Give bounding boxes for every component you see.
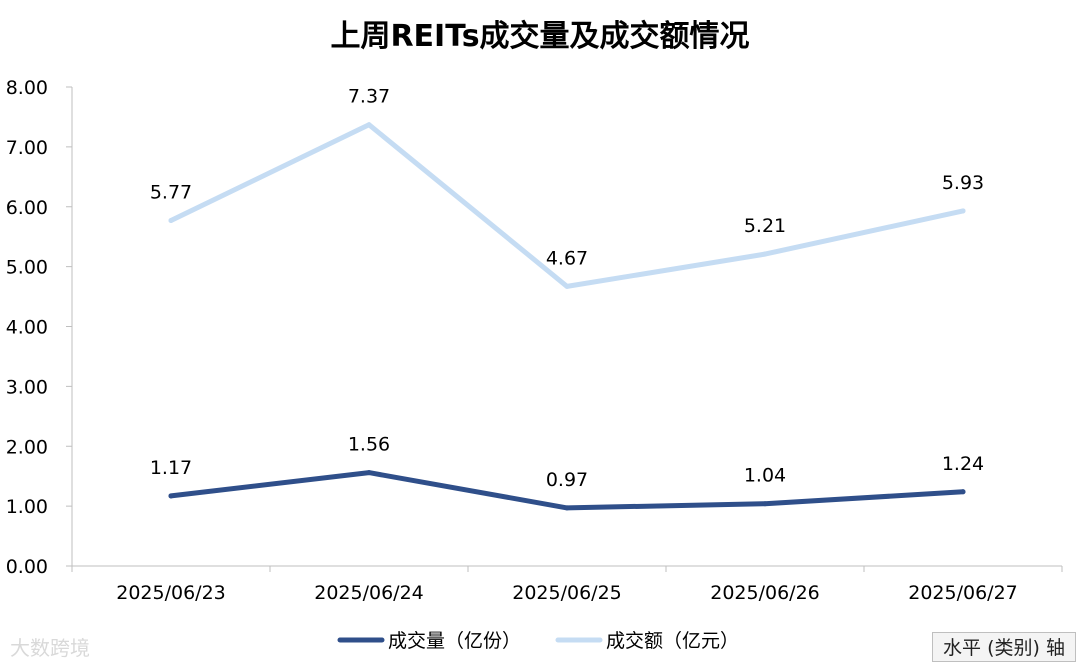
x-tick-label: 2025/06/26	[710, 582, 820, 604]
y-tick-label: 8.00	[6, 77, 48, 99]
data-point	[762, 251, 768, 257]
data-label: 4.67	[546, 247, 588, 269]
data-point	[762, 501, 768, 507]
data-label: 1.24	[942, 453, 984, 475]
data-label: 5.93	[942, 172, 984, 194]
legend-label: 成交额（亿元）	[606, 630, 739, 652]
data-label: 5.77	[150, 182, 192, 204]
data-label: 1.56	[348, 434, 390, 456]
data-label: 5.21	[744, 215, 786, 237]
data-label: 1.04	[744, 465, 786, 487]
y-axis: 0.00 1.00 2.00 3.00 4.00 5.00 6.00 7.00 8.00	[6, 77, 73, 578]
horizontal-axis-tag[interactable]: 水平 (类别) 轴	[932, 632, 1076, 662]
watermark-text: 大数跨境	[10, 636, 90, 660]
data-label: 7.37	[348, 86, 390, 108]
data-point	[168, 218, 174, 224]
y-tick-label: 5.00	[6, 257, 48, 279]
x-tick-label: 2025/06/25	[512, 582, 622, 604]
data-label: 1.17	[150, 457, 192, 479]
y-tick-label: 4.00	[6, 317, 48, 339]
x-tick-label: 2025/06/24	[314, 582, 424, 604]
x-tick-label: 2025/06/27	[908, 582, 1018, 604]
y-tick-label: 6.00	[6, 197, 48, 219]
y-tick-label: 3.00	[6, 376, 48, 398]
x-tick-label: 2025/06/23	[116, 582, 226, 604]
watermark-logo: 大数跨境	[10, 632, 90, 661]
series-layer: 1.17 1.56 0.97 1.04 1.24 5.77 7.37 4.67 5.21 5.93	[150, 86, 984, 511]
data-point	[564, 283, 570, 289]
x-axis: 2025/06/23 2025/06/24 2025/06/25 2025/06/26…	[71, 565, 1063, 604]
chart-title: 上周REITs成交量及成交额情况	[330, 19, 749, 54]
data-point	[168, 493, 174, 499]
y-tick-label: 7.00	[6, 137, 48, 159]
data-point	[960, 208, 966, 214]
legend: 成交量（亿份） 成交额（亿元）	[337, 630, 739, 652]
data-point	[960, 489, 966, 495]
data-point	[366, 470, 372, 476]
y-tick-label: 1.00	[6, 496, 48, 518]
legend-label: 成交量（亿份）	[388, 630, 521, 652]
data-point	[366, 122, 372, 128]
y-tick-label: 2.00	[6, 436, 48, 458]
data-label: 0.97	[546, 469, 588, 491]
data-point	[564, 505, 570, 511]
y-tick-label: 0.00	[6, 556, 48, 578]
